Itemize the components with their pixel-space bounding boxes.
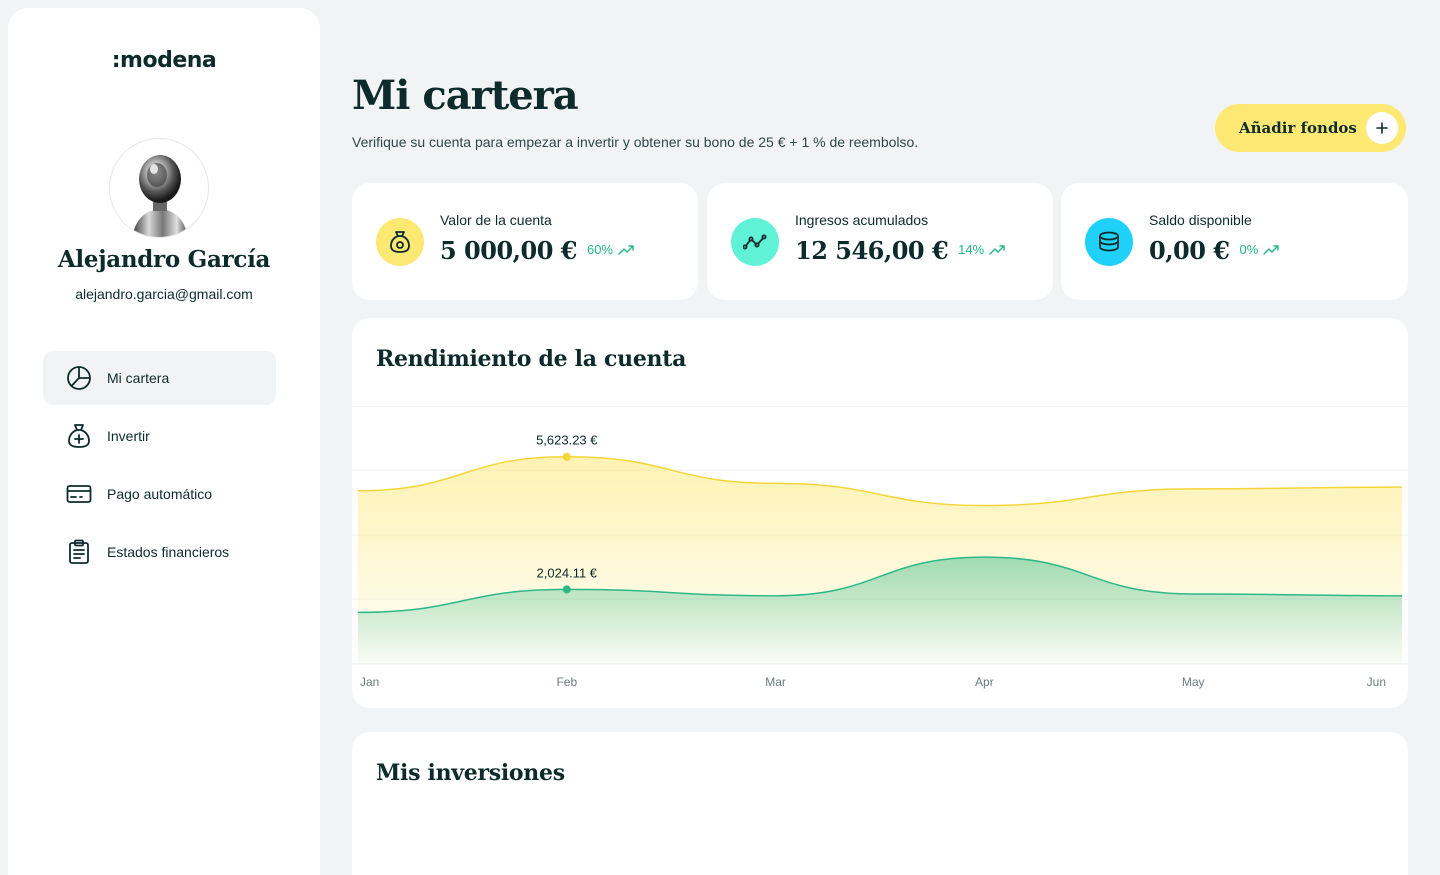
stat-value: 0,00 € 0% bbox=[1149, 236, 1280, 265]
stat-label: Ingresos acumulados bbox=[795, 212, 929, 228]
trend-up-icon bbox=[618, 244, 634, 255]
sidebar-item-estados-financieros[interactable]: Estados financieros bbox=[43, 525, 276, 579]
sidebar: :modena bbox=[8, 8, 320, 875]
x-tick-label: Jan bbox=[360, 675, 379, 689]
sidebar-item-label: Pago automático bbox=[107, 486, 213, 502]
series-0-point[interactable] bbox=[562, 452, 571, 461]
stat-amount: 0,00 € bbox=[1149, 236, 1230, 265]
stat-amount: 12 546,00 € bbox=[795, 236, 949, 265]
trend-up-icon bbox=[1263, 244, 1280, 255]
stat-change: 60% bbox=[587, 242, 634, 257]
plus-icon bbox=[1366, 112, 1398, 144]
pie-chart-icon bbox=[65, 364, 93, 392]
trend-up-icon bbox=[989, 244, 1005, 255]
stat-card-account-value: Valor de la cuenta 5 000,00 € 60% bbox=[352, 183, 698, 300]
add-funds-label: Añadir fondos bbox=[1239, 119, 1357, 137]
avatar-image-icon bbox=[132, 155, 188, 237]
performance-chart[interactable]: 5,623.23 € 2,024.11 € Jan Feb Mar Apr May Jun bbox=[352, 406, 1408, 706]
sidebar-nav: Mi cartera Invertir bbox=[43, 351, 276, 583]
stat-card-available-balance: Saldo disponible 0,00 € 0% bbox=[1061, 183, 1408, 300]
x-tick-label: Feb bbox=[556, 675, 577, 689]
x-tick-label: Jun bbox=[1367, 675, 1386, 689]
performance-title: Rendimiento de la cuenta bbox=[376, 346, 687, 372]
stat-change-value: 60% bbox=[586, 242, 613, 257]
x-tick-label: Mar bbox=[765, 675, 786, 689]
stat-value: 5 000,00 € 60% bbox=[440, 236, 634, 265]
brand-logo[interactable]: :modena bbox=[111, 48, 217, 73]
page-subtitle: Verifique su cuenta para empezar a inver… bbox=[352, 134, 919, 150]
performance-panel: Rendimiento de la cuenta 5,623.23 € 2,024… bbox=[352, 318, 1408, 708]
stat-label: Saldo disponible bbox=[1149, 212, 1252, 228]
stat-amount: 5 000,00 € bbox=[440, 236, 577, 265]
stat-change-value: 0% bbox=[1239, 242, 1259, 257]
coins-stack-icon bbox=[1085, 218, 1133, 266]
add-funds-button[interactable]: Añadir fondos bbox=[1215, 104, 1406, 152]
clipboard-icon bbox=[65, 538, 93, 566]
series-1-area bbox=[358, 557, 1402, 664]
series-1-line[interactable] bbox=[357, 556, 1403, 614]
credit-card-icon bbox=[65, 480, 93, 508]
x-tick-label: Apr bbox=[975, 675, 994, 689]
x-tick-label: May bbox=[1182, 675, 1205, 689]
stat-card-accumulated-income: Ingresos acumulados 12 546,00 € 14% bbox=[707, 183, 1053, 300]
investments-title: Mis inversiones bbox=[376, 760, 565, 786]
sidebar-item-label: Estados financieros bbox=[107, 544, 230, 560]
stat-label: Valor de la cuenta bbox=[440, 212, 552, 228]
user-email: alejandro.garcia@gmail.com bbox=[75, 286, 253, 302]
money-bag-icon bbox=[376, 218, 424, 266]
data-label: 5,623.23 € bbox=[536, 433, 598, 448]
trend-line-icon bbox=[731, 218, 779, 266]
stat-change: 14% bbox=[958, 242, 1005, 257]
sidebar-item-label: Invertir bbox=[107, 428, 150, 444]
sidebar-item-label: Mi cartera bbox=[107, 370, 170, 386]
series-0-line[interactable] bbox=[357, 455, 1403, 507]
stat-change: 0% bbox=[1240, 242, 1280, 257]
sidebar-item-pago-automatico[interactable]: Pago automático bbox=[43, 467, 276, 521]
stat-value: 12 546,00 € 14% bbox=[795, 236, 1005, 265]
money-bag-plus-icon bbox=[65, 422, 93, 450]
sidebar-item-invertir[interactable]: Invertir bbox=[43, 409, 276, 463]
user-name: Alejandro García bbox=[57, 246, 271, 273]
stat-change-value: 14% bbox=[958, 242, 985, 257]
data-label: 2,024.11 € bbox=[537, 565, 598, 580]
series-1-point[interactable] bbox=[562, 585, 571, 594]
investments-panel: Mis inversiones bbox=[352, 732, 1408, 875]
page-title: Mi cartera bbox=[352, 72, 579, 119]
sidebar-item-mi-cartera[interactable]: Mi cartera bbox=[43, 351, 276, 405]
avatar[interactable] bbox=[109, 138, 209, 238]
